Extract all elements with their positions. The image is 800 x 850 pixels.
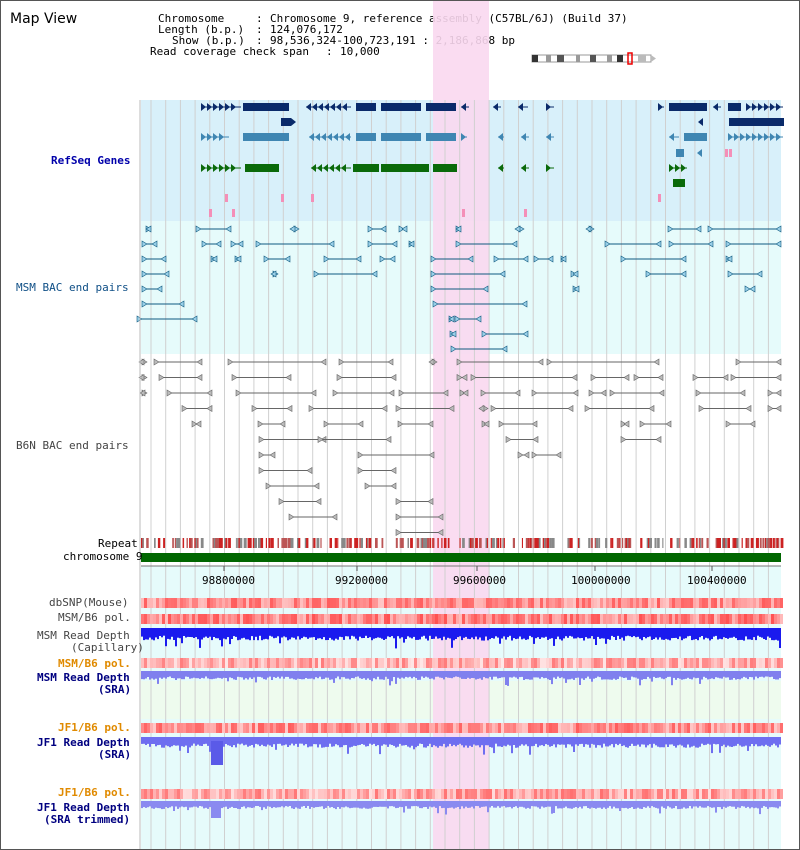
chromosome-ideogram	[531, 52, 656, 65]
refseq-genes	[201, 103, 784, 217]
track-label-jf1-depth-trim-sub: (SRA trimmed)	[44, 813, 131, 826]
tick-label-5: 100400000	[687, 574, 747, 587]
depth-tracks	[141, 628, 781, 818]
track-label-msm-depth-sra[interactable]: MSM Read Depth	[37, 671, 130, 684]
tick-label-3: 99600000	[453, 574, 506, 587]
coverage-sep: :	[326, 45, 333, 58]
tick-label-2: 99200000	[335, 574, 388, 587]
track-label-msm-bac[interactable]: MSM BAC end pairs	[16, 281, 129, 294]
length-sep: :	[256, 23, 263, 36]
track-label-repeat[interactable]: Repeat	[98, 537, 138, 550]
track-label-jf1-b6-pol[interactable]: JF1/B6 pol.	[58, 721, 131, 734]
axis-ticks	[223, 566, 713, 571]
track-label-chromosome[interactable]: chromosome 9	[63, 550, 143, 563]
track-label-msm-depth-sra-sub: (SRA)	[98, 683, 132, 696]
chromosome-bar	[141, 553, 781, 562]
show-label: Show (b.p.)	[172, 34, 245, 47]
chromosome-sep: :	[256, 12, 263, 25]
heat-tracks	[141, 598, 783, 799]
repeat-track	[141, 538, 784, 548]
track-label-refseq[interactable]: RefSeq Genes	[51, 154, 131, 167]
track-label-jf1-depth-sra-sub: (SRA)	[98, 748, 132, 761]
page-title: Map View	[10, 11, 78, 27]
tick-label-4: 100000000	[571, 574, 631, 587]
track-label-jf1-b6-pol-2[interactable]: JF1/B6 pol.	[58, 786, 131, 799]
length-label: Length (b.p.)	[158, 23, 245, 36]
chromosome-label: Chromosome	[158, 12, 225, 25]
length-value: 124,076,172	[270, 23, 343, 36]
coverage-label: Read coverage check span	[150, 45, 309, 58]
track-label-jf1-depth-sra[interactable]: JF1 Read Depth	[37, 736, 130, 749]
track-label-jf1-depth-trim[interactable]: JF1 Read Depth	[37, 801, 130, 814]
track-label-msm-b6-pol[interactable]: MSM/B6 pol.	[58, 611, 131, 624]
track-label-b6n-bac[interactable]: B6N BAC end pairs	[16, 439, 129, 452]
highlight-region	[433, 1, 489, 849]
track-label-msm-depth-cap[interactable]: MSM Read Depth	[37, 629, 130, 642]
msm-bac-pairs	[136, 225, 782, 353]
track-label-msm-b6-pol-2[interactable]: MSM/B6 pol.	[58, 657, 131, 670]
track-label-msm-depth-cap-sub: (Capillary)	[71, 641, 144, 654]
tick-label-1: 98800000	[202, 574, 255, 587]
coverage-value: 10,000	[340, 45, 380, 58]
b6n-bac-pairs	[138, 358, 782, 537]
track-label-dbsnp[interactable]: dbSNP(Mouse)	[49, 596, 129, 609]
show-sep: :	[256, 34, 263, 47]
